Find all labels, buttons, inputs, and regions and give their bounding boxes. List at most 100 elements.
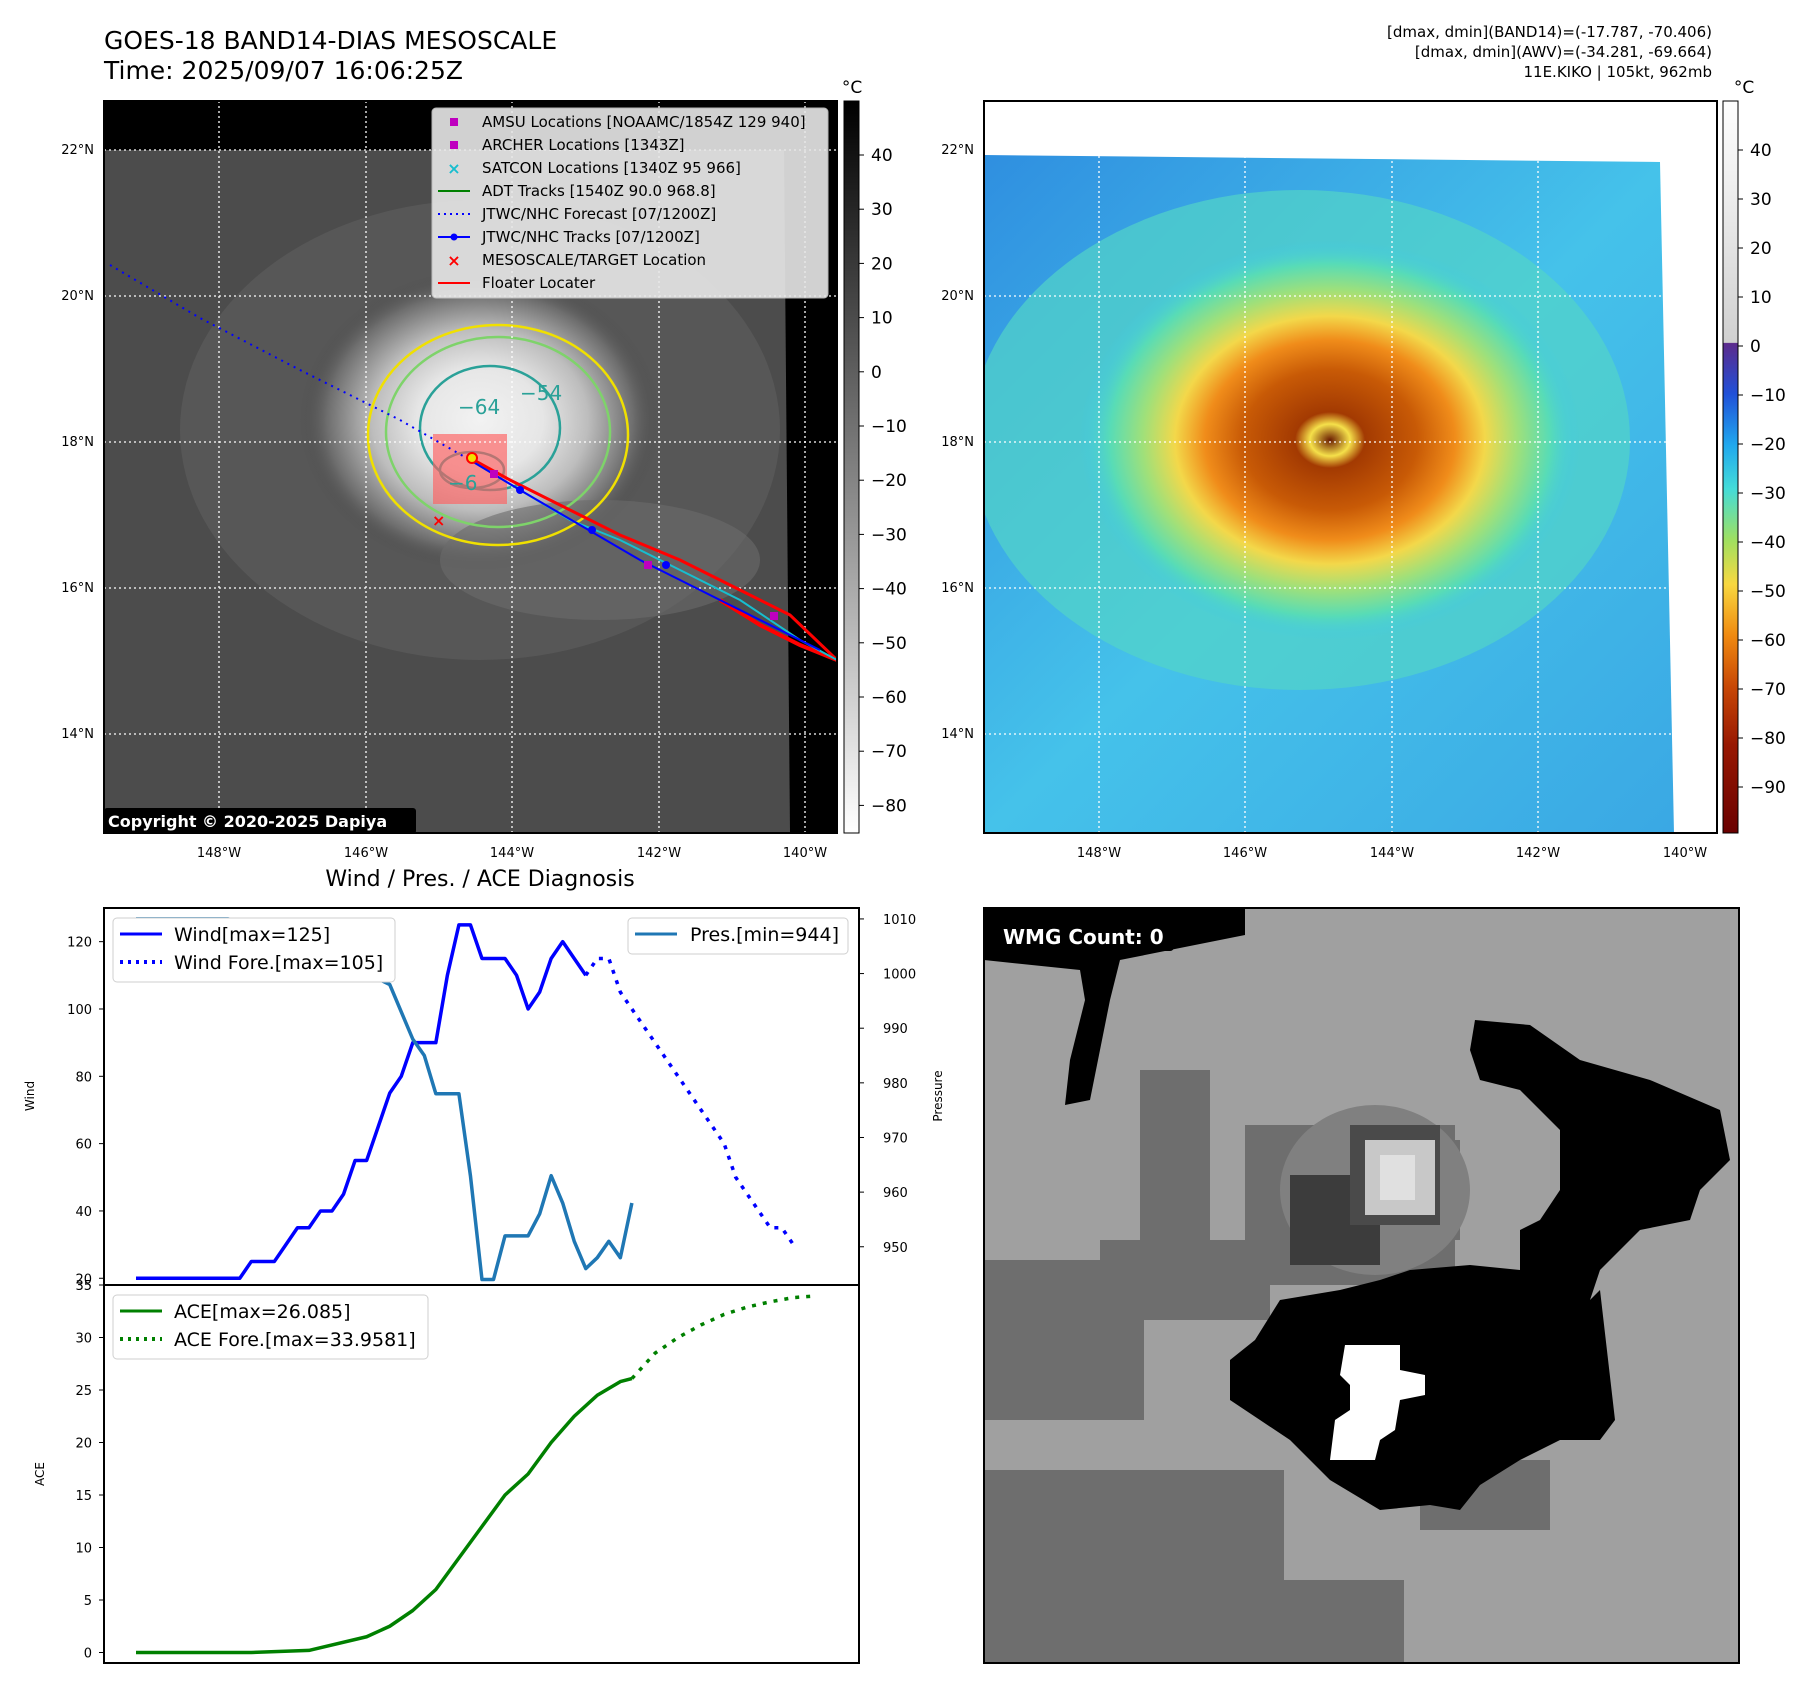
wv-frame: [983, 100, 1718, 834]
wv-lon-label: 144°W: [1370, 846, 1414, 861]
wv-lon-label: 142°W: [1516, 846, 1560, 861]
figure-title: GOES-18 BAND14-DIAS MESOSCALE Time: 2025…: [104, 26, 557, 86]
ace-legend-1: ACE[max=26.085]: [174, 1301, 351, 1323]
colorbar-tick: −70: [1750, 680, 1786, 700]
colorbar-tick: −80: [1750, 729, 1786, 749]
colorbar-tick: 10: [1750, 288, 1772, 308]
ir-legend-item: SATCON Locations [1340Z 95 966]: [482, 159, 741, 177]
timeseries-title: Wind / Pres. / ACE Diagnosis: [325, 867, 634, 892]
colorbar-tick: −90: [1750, 778, 1786, 798]
ir-lon-label: 148°W: [197, 846, 241, 861]
colorbar-tick: −50: [1750, 582, 1786, 602]
ir-legend-item: ARCHER Locations [1343Z]: [482, 136, 685, 154]
pressure-tick: 960: [883, 1186, 908, 1201]
info-block: [dmax, dmin](BAND14)=(-17.787, -70.406) …: [1387, 22, 1712, 82]
contour-green: [384, 335, 612, 529]
ace-tick: 30: [75, 1332, 92, 1347]
series-line: [136, 1376, 633, 1655]
wv-panel: 22°N 20°N 18°N 16°N 14°N 148°W 146°W 144°W 142°…: [941, 78, 1786, 861]
wv-lat-label: 22°N: [941, 143, 974, 158]
colorbar-tick: −40: [871, 580, 907, 600]
wind-series-line: [584, 956, 795, 1246]
colorbar-tick: 40: [1750, 141, 1772, 161]
pressure-tick: 1000: [883, 968, 916, 983]
wind-legend-2: Wind Fore.[max=105]: [174, 952, 383, 974]
ir-lat-label: 22°N: [61, 143, 94, 158]
contour-label-1: −64: [458, 395, 500, 419]
ir-lon-label: 146°W: [344, 846, 388, 861]
wv-lon-label: 148°W: [1077, 846, 1121, 861]
wind-series-line: [136, 923, 588, 1281]
ir-legend-item: JTWC/NHC Tracks [07/1200Z]: [481, 228, 700, 246]
target-box: [433, 434, 507, 504]
colorbar-tick: 30: [871, 200, 893, 220]
ace-legend: [112, 1294, 429, 1360]
ace-chart: 0 5 10 15 20 25 30 35 ACE ACE[max=26.085] ACE F…: [33, 1279, 860, 1664]
floater-track: [469, 456, 837, 662]
colorbar-tick: 20: [1750, 239, 1772, 259]
wv-colorbar: [1722, 100, 1739, 834]
colorbar-tick: −50: [871, 634, 907, 654]
ace-tick: 35: [75, 1279, 92, 1294]
ir-lon-label: 142°W: [637, 846, 681, 861]
ir-legend-item: AMSU Locations [NOAAMC/1854Z 129 940]: [482, 113, 806, 131]
ir-legend-item: ADT Tracks [1540Z 90.0 968.8]: [482, 182, 716, 200]
copyright-box: [104, 808, 416, 834]
ir-lat-label: 16°N: [61, 581, 94, 596]
wind-tick: 120: [67, 936, 92, 951]
ace-tick: 10: [75, 1542, 92, 1557]
colorbar-tick: 30: [1750, 190, 1772, 210]
svg-text:×: ×: [432, 511, 445, 530]
colorbar-tick: −60: [871, 688, 907, 708]
title-line-1: GOES-18 BAND14-DIAS MESOSCALE: [104, 26, 558, 55]
ace-tick: 20: [75, 1437, 92, 1452]
wind-tick: 80: [75, 1070, 92, 1085]
ace-tick: 5: [84, 1594, 92, 1609]
wmg-count-label: WMG Count: 0: [1003, 925, 1164, 949]
wind-axis-label: Wind: [23, 1081, 37, 1111]
colorbar-tick: −40: [1750, 533, 1786, 553]
colorbar-tick: −80: [871, 796, 907, 816]
pressure-legend-1: Pres.[min=944]: [690, 924, 839, 946]
pressure-tick: 980: [883, 1077, 908, 1092]
ir-lon-label: 144°W: [490, 846, 534, 861]
title-line-2: Time: 2025/09/07 16:06:25Z: [104, 56, 463, 85]
info-line-3: 11E.KIKO | 105kt, 962mb: [1523, 63, 1712, 81]
colorbar-tick: 0: [1750, 337, 1761, 357]
colorbar-tick: 40: [871, 146, 893, 166]
wmg-white-region: [1330, 1345, 1425, 1460]
ir-lon-label: 140°W: [783, 846, 827, 861]
svg-text:×: ×: [447, 159, 460, 178]
pressure-axis-label: Pressure: [931, 1070, 945, 1121]
pressure-tick: 950: [883, 1241, 908, 1256]
wv-storm: [1080, 240, 1580, 640]
wv-grid: [984, 101, 1717, 833]
pressure-tick: 1010: [883, 913, 916, 928]
ace-tick: 0: [84, 1647, 92, 1662]
colorbar-tick: −30: [1750, 484, 1786, 504]
wv-lat-label: 16°N: [941, 581, 974, 596]
ir-legend-item: JTWC/NHC Forecast [07/1200Z]: [481, 205, 716, 223]
colorbar-tick: −10: [1750, 386, 1786, 406]
svg-text:×: ×: [447, 251, 460, 270]
colorbar-tick: 0: [871, 363, 882, 383]
info-line-1: [dmax, dmin](BAND14)=(-17.787, -70.406): [1387, 23, 1712, 41]
pressure-tick: 990: [883, 1022, 908, 1037]
colorbar-tick: 10: [871, 309, 893, 329]
wmg-frame: [983, 907, 1740, 1664]
colorbar-tick: −20: [1750, 435, 1786, 455]
wv-lat-label: 18°N: [941, 435, 974, 450]
pressure-legend: [627, 917, 849, 955]
wv-lon-label: 140°W: [1663, 846, 1707, 861]
ir-lat-label: 20°N: [61, 289, 94, 304]
ir-lat-label: 14°N: [61, 727, 94, 742]
ir-lat-label: 18°N: [61, 435, 94, 450]
colorbar-tick: 20: [871, 254, 893, 274]
pressure-tick: 970: [883, 1131, 908, 1146]
colorbar-tick: −10: [871, 417, 907, 437]
contour-label-2: −54: [520, 381, 562, 405]
ir-colorbar-unit: °C: [842, 78, 862, 98]
ace-tick: 15: [75, 1489, 92, 1504]
